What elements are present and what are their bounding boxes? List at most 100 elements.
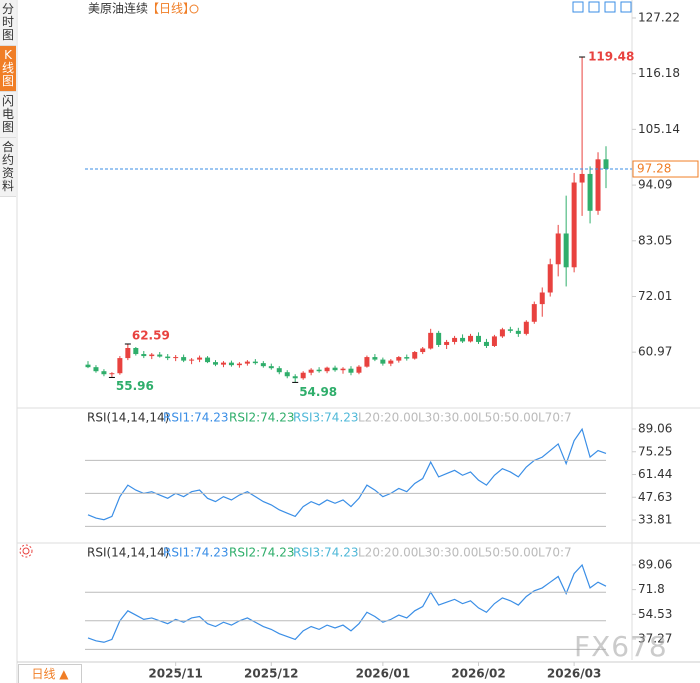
candle-body <box>507 329 513 331</box>
candle-body <box>491 336 497 346</box>
candle-body <box>420 348 426 353</box>
legend-entry: RSI3:74.23 <box>293 546 359 560</box>
toolbar-icons[interactable] <box>572 1 632 13</box>
indicator-title: RSI(14,14,14) <box>87 546 169 560</box>
legend-entry: RSI2:74.23 <box>229 546 295 560</box>
y-tick-label: 105.14 <box>638 122 680 136</box>
legend-entry: RSI1:74.23 <box>163 411 229 425</box>
candle-body <box>364 357 370 367</box>
candle-body <box>356 366 362 373</box>
watermark: FX678 <box>574 630 668 663</box>
candle-body <box>252 361 258 364</box>
y-tick-label: 60.97 <box>638 345 672 359</box>
level-label: L30:30.00 <box>418 546 478 560</box>
candle-body <box>101 371 107 375</box>
candle-body <box>436 332 442 345</box>
y-tick-label: 127.22 <box>638 10 680 24</box>
candle-body <box>412 352 418 359</box>
candle-body <box>197 357 203 360</box>
y-tick-label: 89.06 <box>638 422 672 436</box>
candle-body <box>308 369 314 373</box>
candle-body <box>428 332 434 349</box>
level-label: L20:20.00 <box>358 546 418 560</box>
candle-body <box>380 359 386 364</box>
candle-body <box>452 337 458 342</box>
tab-active[interactable]: K线图 <box>0 46 16 92</box>
last-price-label: 97.28 <box>637 162 671 176</box>
candle-body <box>539 292 545 305</box>
low-label: 54.98 <box>299 385 337 399</box>
y-tick-label: 75.25 <box>638 444 672 458</box>
candle-body <box>85 364 91 368</box>
y-tick-label: 83.05 <box>638 233 672 247</box>
candle-body <box>284 372 290 377</box>
candle-body <box>324 367 330 372</box>
candle-body <box>181 357 187 361</box>
level-label: L70:7 <box>538 411 572 425</box>
settings-icon[interactable] <box>189 4 199 14</box>
tab[interactable]: 闪电图 <box>0 92 16 138</box>
candle-body <box>603 159 609 170</box>
candle-body <box>587 173 593 211</box>
x-tick-label: 2026/01 <box>356 667 410 681</box>
candle-body <box>205 357 211 363</box>
high-label: 119.48 <box>588 50 634 64</box>
candle-body <box>220 362 226 365</box>
candle-body <box>547 264 553 293</box>
legend-entry: RSI1:74.23 <box>163 546 229 560</box>
y-tick-label: 71.8 <box>638 582 665 596</box>
rsi-line <box>87 427 607 521</box>
candle-body <box>125 347 131 359</box>
candle-body <box>228 362 234 366</box>
candle-body <box>515 330 521 334</box>
candle-body <box>571 182 577 268</box>
candle-body <box>475 335 481 342</box>
period-label: 【日线】 <box>147 2 195 16</box>
tab[interactable]: 分时图 <box>0 0 16 46</box>
level-label: L20:20.00 <box>358 411 418 425</box>
candle-body <box>348 368 354 373</box>
level-label: L50:50.00 <box>478 546 538 560</box>
level-label: L30:30.00 <box>418 411 478 425</box>
indicator-title: RSI(14,14,14) <box>87 411 169 425</box>
period-button[interactable]: 日线 ▲ <box>18 664 82 683</box>
candle-body <box>316 369 322 372</box>
candle-body <box>276 368 282 373</box>
high-label: 62.59 <box>132 329 170 343</box>
y-tick-label: 94.09 <box>638 178 672 192</box>
rsi-line <box>87 563 607 643</box>
rsi-settings-icon[interactable] <box>19 544 33 558</box>
candle-body <box>340 368 346 371</box>
candle-body <box>444 341 450 345</box>
candle-body <box>244 361 250 364</box>
candle-body <box>165 356 171 359</box>
x-tick-label: 2026/03 <box>547 667 601 681</box>
candle-body <box>388 360 394 364</box>
candle-body <box>563 233 569 268</box>
candle-body <box>117 358 123 374</box>
candle-body <box>396 357 402 361</box>
y-tick-label: 89.06 <box>638 557 672 571</box>
candle-body <box>292 376 298 379</box>
candle-body <box>468 335 474 342</box>
x-tick-label: 2026/02 <box>451 667 505 681</box>
chart-title: 美原油连续 <box>88 1 148 16</box>
candle-body <box>300 372 306 379</box>
candle-body <box>213 362 219 365</box>
level-label: L70:7 <box>538 546 572 560</box>
y-tick-label: 33.81 <box>638 513 672 527</box>
tab[interactable]: 合约资料 <box>0 138 16 197</box>
candle-body <box>499 329 505 337</box>
y-tick-label: 37.27 <box>638 632 672 646</box>
y-tick-label: 54.53 <box>638 607 672 621</box>
legend-entry: RSI3:74.23 <box>293 411 359 425</box>
candle-body <box>157 354 163 357</box>
low-label: 55.96 <box>116 379 154 393</box>
y-tick-label: 116.18 <box>638 66 680 80</box>
candle-body <box>93 367 99 372</box>
candle-body <box>189 359 195 361</box>
candle-body <box>579 173 585 183</box>
candle-body <box>141 354 147 357</box>
level-label: L50:50.00 <box>478 411 538 425</box>
